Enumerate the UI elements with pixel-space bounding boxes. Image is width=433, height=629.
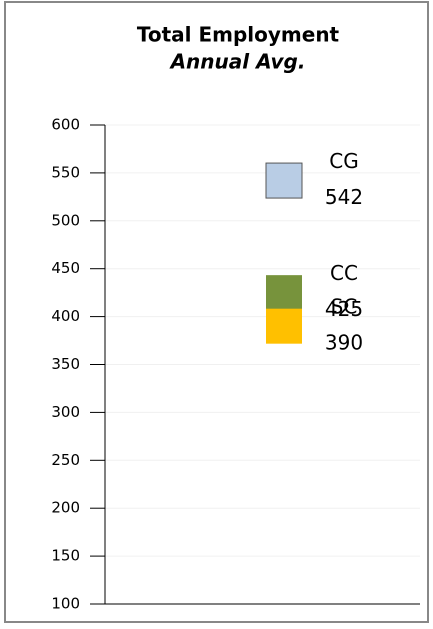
- y-tick-label: 450: [51, 259, 80, 277]
- y-tick-label: 200: [51, 499, 80, 517]
- y-tick-label: 500: [51, 211, 80, 229]
- y-tick-label: 250: [51, 451, 80, 469]
- chart-title: Total Employment: [137, 23, 340, 47]
- value-label: 542: [325, 185, 363, 209]
- marker: [265, 162, 303, 199]
- series-name: CG: [329, 149, 358, 173]
- y-tick-label: 300: [51, 403, 80, 421]
- y-tick-label: 550: [51, 163, 80, 181]
- series-name: CC: [330, 261, 358, 285]
- y-tick-label: 350: [51, 355, 80, 373]
- y-tick-label: 150: [51, 547, 80, 565]
- value-label: 390: [325, 331, 363, 355]
- frame: [4, 1, 429, 623]
- y-tick-label: 600: [51, 116, 80, 134]
- y-tick-label: 400: [51, 307, 80, 325]
- value-label: 425: [325, 297, 363, 321]
- y-tick-label: 100: [51, 595, 80, 613]
- chart-subtitle: Annual Avg.: [169, 50, 306, 74]
- marker: [266, 308, 302, 344]
- series-name: SC: [331, 295, 358, 319]
- marker: [266, 275, 302, 311]
